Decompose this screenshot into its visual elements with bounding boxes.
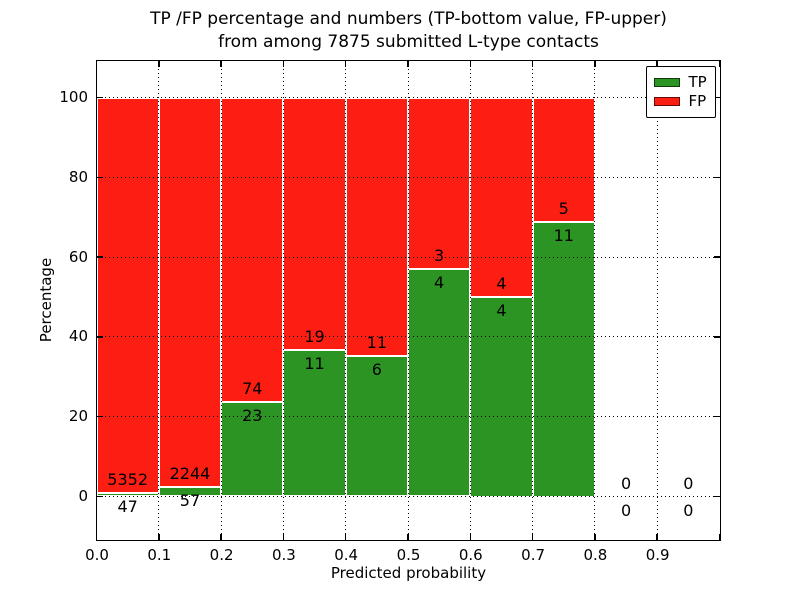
fp-bar-segment [408, 97, 471, 269]
chart-title: TP /FP percentage and numbers (TP-bottom… [97, 8, 720, 54]
fp-bar-segment [221, 97, 284, 402]
fp-bar-segment [158, 97, 222, 487]
x-tick-label: 0.2 [209, 546, 234, 564]
tp-count-label: 11 [304, 354, 325, 374]
y-tick-label: 80 [68, 167, 88, 186]
tp-count-label: 4 [496, 301, 507, 320]
chart-title-line2: from among 7875 submitted L-type contact… [218, 32, 599, 52]
plot-area: 5352 47 2244 57 74 23 19 11 11 6 3 4 4 4 5 11 0 0 0 0 TP FP [95, 59, 721, 541]
y-tick-label: 60 [68, 247, 88, 266]
fp-bar-segment [345, 97, 408, 356]
tp-bar-segment [283, 350, 346, 497]
tp-count-label: 23 [242, 405, 263, 425]
x-tick-mark [718, 533, 721, 540]
fp-count-label: 2244 [169, 463, 211, 483]
y-tick-label: 20 [68, 407, 88, 426]
fp-bar-segment [96, 97, 159, 494]
x-tick-label: 0.0 [85, 546, 109, 564]
x-tick-label: 0.1 [147, 546, 172, 564]
tp-bar-segment [96, 493, 159, 497]
tp-count-label: 11 [553, 226, 574, 246]
x-tick-mark [718, 60, 721, 67]
x-tick-label: 0.9 [645, 546, 670, 564]
tp-count-label: 0 [683, 500, 694, 520]
chart-title-line1: TP /FP percentage and numbers (TP-bottom… [150, 9, 667, 29]
x-tick-label: 0.7 [521, 546, 546, 564]
x-tick-label: 0.4 [334, 546, 359, 564]
fp-bar-segment [283, 97, 346, 351]
annotations-layer: 5352 47 2244 57 74 23 19 11 11 6 3 4 4 4 5 11 0 0 0 0 [97, 61, 720, 540]
fp-count-label: 0 [620, 473, 632, 493]
bars-layer [96, 61, 720, 540]
fp-count-label: 19 [304, 327, 325, 347]
tp-bar-segment [532, 222, 595, 497]
tp-count-label: 6 [371, 359, 382, 379]
fp-count-label: 5352 [107, 470, 148, 490]
fp-count-label: 0 [683, 473, 694, 493]
tp-bar-segment [221, 401, 284, 497]
x-tick-label: 0.8 [583, 546, 608, 564]
tp-count-label: 57 [179, 490, 201, 510]
x-tick-mark [95, 60, 98, 67]
tp-bar-segment [470, 297, 533, 497]
y-tick-label: 0 [78, 487, 88, 505]
fp-count-label: 11 [366, 332, 388, 352]
fp-swatch-icon [653, 96, 680, 106]
tp-swatch-icon [653, 77, 680, 87]
y-tick-label: 100 [59, 88, 88, 106]
fp-count-label: 3 [434, 245, 445, 265]
x-tick-label: 0.6 [458, 546, 483, 564]
tp-bar-segment [408, 268, 471, 497]
x-tick-label: 0.3 [271, 546, 296, 564]
fp-bar-segment [532, 97, 595, 223]
legend-label-fp: FP [688, 91, 707, 110]
legend-item-tp: TP [653, 72, 707, 92]
x-tick-mark [95, 533, 98, 540]
tp-bar-segment [158, 486, 222, 497]
fp-count-label: 5 [558, 199, 569, 219]
tp-bar-segment [345, 355, 408, 497]
fp-bar-segment [470, 97, 533, 297]
x-axis-label: Predicted probability [330, 564, 487, 582]
legend-label-tp: TP [688, 72, 707, 91]
x-tick-label: 0.5 [396, 546, 421, 564]
fp-count-label: 74 [242, 378, 263, 398]
tp-count-label: 4 [434, 272, 445, 292]
fp-count-label: 4 [496, 274, 507, 293]
tp-count-label: 47 [117, 497, 138, 517]
y-tick-label: 40 [68, 327, 88, 346]
tp-count-label: 0 [620, 500, 632, 520]
legend-item-fp: FP [653, 91, 707, 111]
legend: TP FP [645, 65, 716, 118]
